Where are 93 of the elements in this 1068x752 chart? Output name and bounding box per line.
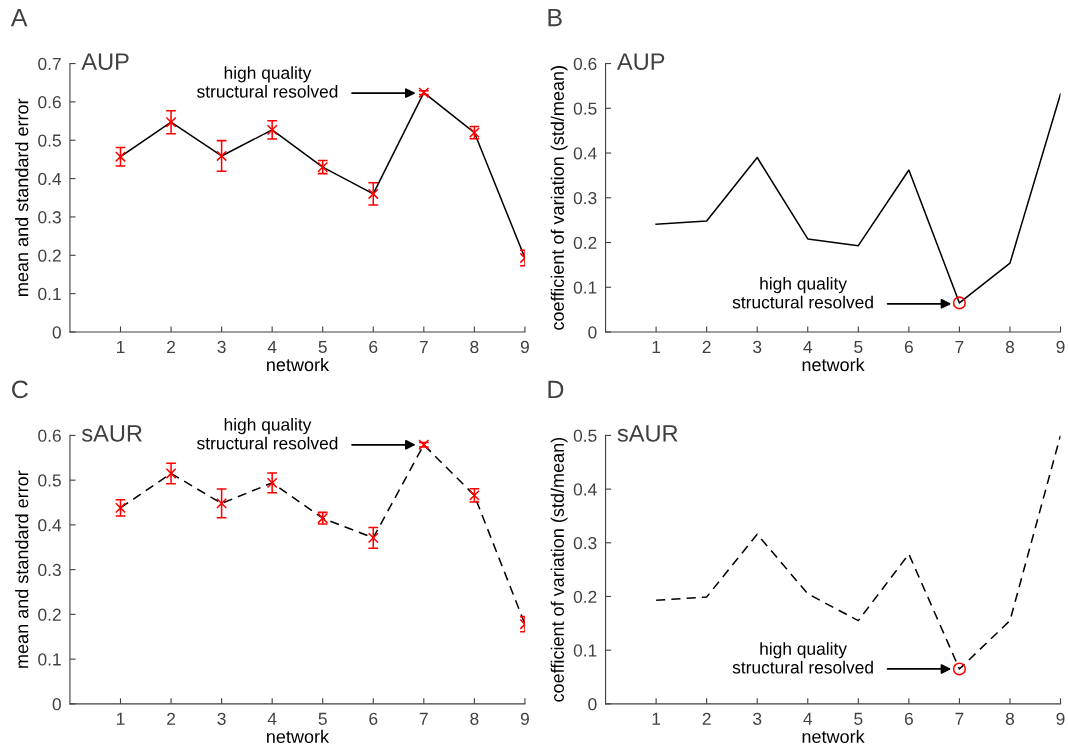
- y-tick-label: 0.1: [573, 644, 597, 657]
- chart-title: B: [548, 8, 562, 27]
- chart-title: C: [12, 380, 28, 399]
- y-tick-label: 0.4: [573, 483, 597, 496]
- x-tick-label: 2: [702, 340, 711, 353]
- x-tick-label: 9: [1056, 712, 1065, 725]
- y-tick-label: 0.1: [573, 281, 597, 294]
- point: [367, 532, 379, 544]
- y-tick-label: 0.5: [573, 102, 597, 115]
- x-tick-label: 5: [854, 340, 863, 354]
- x-tick-label: 6: [369, 712, 378, 725]
- x-tick-label: 6: [904, 712, 913, 725]
- annotation: high quality structural resolved: [732, 276, 873, 309]
- x-tick-label: 7: [419, 712, 428, 725]
- y-tick-label: 0.7: [38, 57, 61, 71]
- y-tick-label: 0: [588, 698, 597, 711]
- y-axis-title: mean and standard error: [15, 470, 29, 668]
- x-tick-label: 4: [267, 340, 277, 353]
- x-tick-label: 2: [167, 340, 176, 353]
- y-tick-label: 0.5: [573, 429, 597, 442]
- x-tick-label: 3: [217, 712, 226, 725]
- y-tick-label: 0.1: [38, 653, 61, 666]
- chart-subtitle: sAUR: [617, 425, 678, 442]
- chart-subtitle: sAUR: [81, 425, 142, 442]
- x-tick-label: 4: [803, 712, 813, 725]
- x-tick-label: 8: [1005, 340, 1015, 354]
- y-tick-label: 0.4: [38, 519, 62, 532]
- y-tick-label: 0.3: [38, 563, 61, 577]
- annotation: high quality structural resolved: [197, 66, 338, 98]
- y-tick-label: 0.3: [38, 211, 61, 224]
- y-tick-label: 0.1: [38, 287, 61, 301]
- x-tick-label: 7: [419, 340, 428, 353]
- y-tick-label: 0: [588, 326, 597, 339]
- x-tick-label: 8: [1005, 712, 1015, 725]
- x-tick-label: 3: [217, 340, 226, 354]
- point: [367, 188, 379, 200]
- x-tick-label: 1: [652, 340, 661, 353]
- point: [165, 116, 177, 128]
- y-tick-label: 0: [52, 326, 61, 339]
- y-tick-label: 0: [52, 698, 61, 711]
- x-tick-label: 4: [267, 712, 277, 725]
- x-tick-label: 8: [470, 340, 479, 354]
- x-tick-label: 8: [470, 712, 479, 725]
- chart-subtitle: AUP: [616, 53, 665, 70]
- point: [266, 477, 278, 489]
- x-tick-label: 1: [117, 712, 125, 725]
- y-tick-label: 0.6: [38, 96, 61, 109]
- y-tick-label: 0.6: [573, 57, 597, 71]
- x-tick-label: 1: [117, 340, 125, 353]
- x-axis-title: network: [802, 357, 865, 372]
- x-tick-label: 7: [955, 340, 964, 353]
- x-tick-label: 2: [167, 712, 176, 725]
- y-tick-label: 0.3: [573, 536, 597, 550]
- y-tick-label: 0.6: [38, 429, 61, 442]
- y-axis-title: mean and standard error: [15, 98, 29, 296]
- x-tick-label: 9: [520, 340, 529, 354]
- y-tick-label: 0.2: [573, 590, 597, 603]
- x-tick-label: 5: [318, 712, 327, 725]
- y-tick-label: 0.2: [38, 249, 61, 262]
- y-tick-label: 0.4: [573, 147, 597, 160]
- chart-subtitle: AUP: [81, 53, 129, 70]
- x-tick-label: 5: [854, 712, 863, 725]
- y-tick-label: 0.5: [38, 474, 61, 487]
- x-tick-label: 4: [803, 340, 813, 353]
- y-tick-label: 0.2: [573, 236, 597, 249]
- point: [165, 468, 177, 479]
- x-axis-title: network: [267, 357, 330, 372]
- annotation: high quality structural resolved: [197, 417, 338, 450]
- chart-title: A: [10, 8, 28, 27]
- y-tick-label: 0.2: [38, 608, 61, 621]
- x-tick-label: 3: [753, 712, 762, 725]
- annotation: high quality structural resolved: [732, 642, 873, 674]
- y-axis-title: coefficient of variation (std/mean): [550, 437, 568, 702]
- y-tick-label: 0.3: [573, 191, 597, 205]
- x-tick-label: 1: [652, 712, 661, 725]
- x-tick-label: 6: [904, 340, 913, 354]
- x-axis-title: network: [802, 729, 865, 744]
- x-tick-label: 9: [1056, 340, 1065, 354]
- x-tick-label: 9: [520, 712, 529, 725]
- chart-title: D: [548, 380, 564, 398]
- point: [216, 497, 228, 509]
- point: [115, 151, 126, 163]
- x-tick-label: 3: [753, 340, 762, 354]
- x-tick-label: 7: [955, 712, 964, 725]
- x-axis-title: network: [267, 729, 330, 744]
- x-tick-label: 6: [369, 340, 378, 354]
- y-tick-label: 0.4: [38, 172, 62, 186]
- x-tick-label: 5: [318, 340, 327, 354]
- point: [266, 124, 278, 136]
- y-axis-title: coefficient of variation (std/mean): [550, 66, 568, 330]
- x-tick-label: 2: [702, 712, 711, 725]
- point: [216, 150, 228, 162]
- y-tick-label: 0.5: [38, 134, 61, 147]
